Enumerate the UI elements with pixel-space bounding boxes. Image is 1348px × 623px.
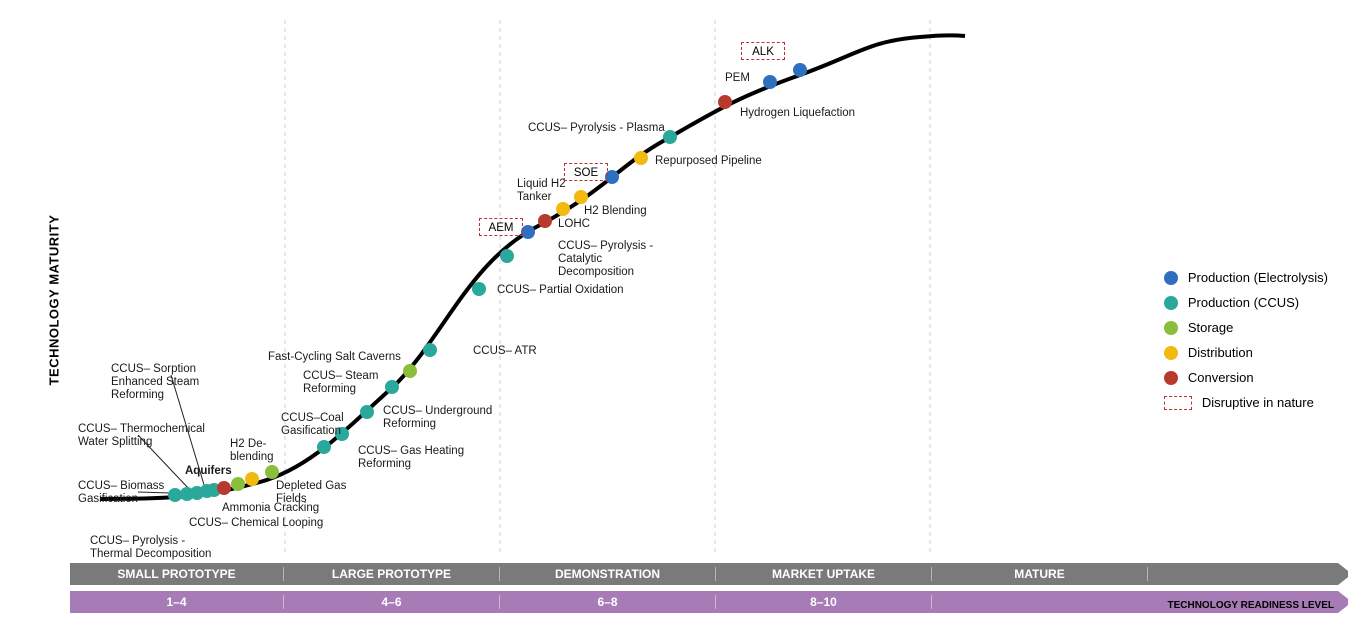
- label-pem: PEM: [725, 72, 750, 85]
- phase-name-4: MATURE: [932, 567, 1148, 581]
- label-atr: CCUS– ATR: [473, 345, 537, 358]
- legend-label: Disruptive in nature: [1202, 395, 1314, 410]
- phase-trl-3: 8–10: [716, 595, 932, 609]
- phase-name-2: DEMONSTRATION: [500, 567, 716, 581]
- trl-caption: TECHNOLOGY READINESS LEVEL: [1167, 600, 1334, 611]
- label-thermo_split: CCUS– ThermochemicalWater Splitting: [78, 423, 218, 449]
- legend-label: Production (CCUS): [1188, 295, 1299, 310]
- disruptive-swatch: [1164, 396, 1192, 410]
- legend: Production (Electrolysis) Production (CCU…: [1164, 270, 1328, 420]
- label-repurposed: Repurposed Pipeline: [655, 155, 762, 168]
- label-gas_heat_ref: CCUS– Gas HeatingReforming: [358, 445, 498, 471]
- label-sorption: CCUS– SorptionEnhanced SteamReforming: [111, 363, 251, 403]
- point-repurposed: [634, 151, 648, 165]
- phase-bars: SMALL PROTOTYPELARGE PROTOTYPEDEMONSTRAT…: [70, 563, 1338, 613]
- maturity-curve: [100, 35, 965, 499]
- label-depleted_gas: Depleted GasFields: [276, 480, 416, 506]
- phase-name-1: LARGE PROTOTYPE: [284, 567, 500, 581]
- phase-trl-2: 6–8: [500, 595, 716, 609]
- point-hydrogen_liq: [718, 95, 732, 109]
- point-alk: [793, 63, 807, 77]
- point-atr: [423, 343, 437, 357]
- legend-label: Storage: [1188, 320, 1234, 335]
- label-partial_ox: CCUS– Partial Oxidation: [497, 284, 624, 297]
- point-pem: [763, 75, 777, 89]
- point-depleted_gas: [265, 465, 279, 479]
- label-hydrogen_liq: Hydrogen Liquefaction: [740, 107, 855, 120]
- label-lohc: LOHC: [558, 218, 590, 231]
- disruptive-aem: AEM: [479, 218, 523, 236]
- label-pyro_cat: CCUS– Pyrolysis - CatalyticDecomposition: [558, 240, 698, 280]
- data-points: [168, 63, 807, 502]
- swatch-distribution: [1164, 346, 1178, 360]
- point-aquifers: [231, 477, 245, 491]
- label-liquid_tanker: Liquid H2Tanker: [517, 178, 657, 204]
- legend-storage: Storage: [1164, 320, 1328, 335]
- label-h2_blend: H2 Blending: [584, 205, 647, 218]
- phase-bar-trl: 1–44–66–88–10 TECHNOLOGY READINESS LEVEL: [70, 591, 1338, 613]
- swatch-conversion: [1164, 371, 1178, 385]
- label-h2_deblend: H2 De-blending: [230, 438, 370, 464]
- label-pyro_thermal: CCUS– Pyrolysis -Thermal Decomposition: [90, 535, 230, 561]
- point-pyro_cat: [500, 249, 514, 263]
- label-pyro_plasma: CCUS– Pyrolysis - Plasma: [528, 122, 665, 135]
- label-underground: CCUS– UndergroundReforming: [383, 405, 523, 431]
- label-chem_loop: CCUS– Chemical Looping: [189, 517, 323, 530]
- disruptive-soe: SOE: [564, 163, 608, 181]
- point-ammonia: [217, 481, 231, 495]
- legend-distribution: Distribution: [1164, 345, 1328, 360]
- point-h2_deblend: [245, 472, 259, 486]
- label-biomass_gas: CCUS– BiomassGasification: [78, 480, 218, 506]
- swatch-production_electrolysis: [1164, 271, 1178, 285]
- swatch-storage: [1164, 321, 1178, 335]
- point-pyro_plasma: [663, 130, 677, 144]
- legend-label: Production (Electrolysis): [1188, 270, 1328, 285]
- legend-label: Conversion: [1188, 370, 1254, 385]
- swatch-production_ccus: [1164, 296, 1178, 310]
- legend-label: Distribution: [1188, 345, 1253, 360]
- label-aquifers: Aquifers: [185, 465, 232, 478]
- arrow-icon: [1338, 563, 1348, 585]
- point-aem: [521, 225, 535, 239]
- point-lohc: [538, 214, 552, 228]
- legend-disruptive: Disruptive in nature: [1164, 395, 1328, 410]
- point-partial_ox: [472, 282, 486, 296]
- phase-bar-names: SMALL PROTOTYPELARGE PROTOTYPEDEMONSTRAT…: [70, 563, 1338, 585]
- label-steam_ref: CCUS– SteamReforming: [303, 370, 443, 396]
- disruptive-alk: ALK: [741, 42, 785, 60]
- legend-production_ccus: Production (CCUS): [1164, 295, 1328, 310]
- label-salt_caverns: Fast-Cycling Salt Caverns: [268, 351, 401, 364]
- phase-trl-1: 4–6: [284, 595, 500, 609]
- legend-conversion: Conversion: [1164, 370, 1328, 385]
- phase-name-3: MARKET UPTAKE: [716, 567, 932, 581]
- arrow-icon: [1338, 591, 1348, 613]
- phase-trl-0: 1–4: [70, 595, 284, 609]
- legend-production_electrolysis: Production (Electrolysis): [1164, 270, 1328, 285]
- phase-name-0: SMALL PROTOTYPE: [70, 567, 284, 581]
